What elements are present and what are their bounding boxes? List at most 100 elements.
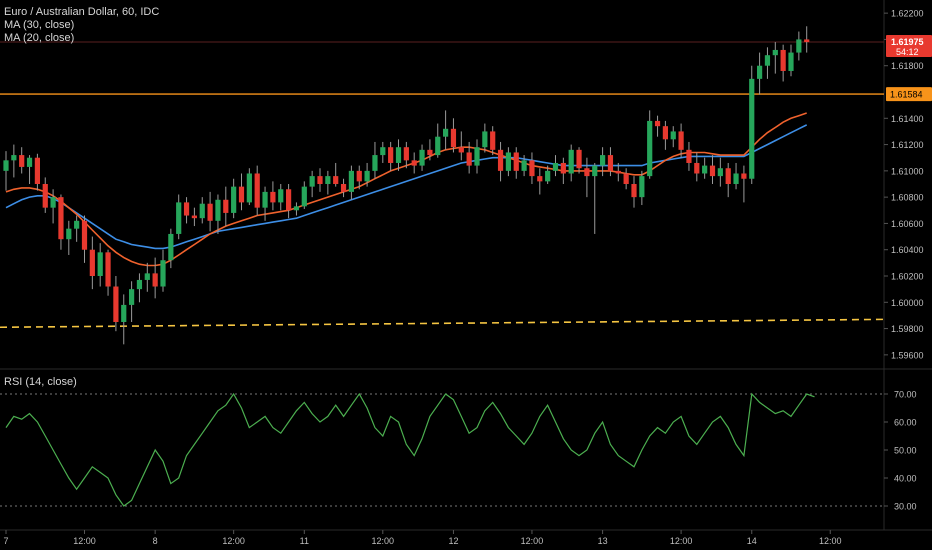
candle[interactable] bbox=[662, 120, 668, 150]
candle[interactable] bbox=[505, 147, 511, 177]
candle[interactable] bbox=[270, 181, 276, 211]
candle[interactable] bbox=[552, 155, 559, 177]
candle[interactable] bbox=[615, 162, 621, 182]
candle[interactable] bbox=[262, 186, 268, 221]
candle[interactable] bbox=[725, 162, 731, 198]
candle[interactable] bbox=[757, 52, 763, 95]
candle[interactable] bbox=[639, 170, 645, 206]
candle[interactable] bbox=[788, 44, 794, 77]
candle[interactable] bbox=[702, 157, 708, 179]
candle[interactable] bbox=[74, 215, 80, 242]
candle[interactable] bbox=[427, 139, 433, 161]
candle[interactable] bbox=[388, 141, 394, 171]
candle[interactable] bbox=[3, 151, 9, 191]
candle[interactable] bbox=[764, 47, 771, 79]
candle[interactable] bbox=[348, 165, 354, 200]
candle[interactable] bbox=[325, 170, 331, 195]
candle[interactable] bbox=[560, 157, 566, 184]
candle[interactable] bbox=[654, 115, 661, 137]
candle[interactable] bbox=[340, 178, 347, 198]
candle[interactable] bbox=[207, 191, 213, 232]
candle[interactable] bbox=[497, 141, 504, 182]
level-tag[interactable] bbox=[886, 87, 932, 102]
candle[interactable] bbox=[223, 186, 229, 227]
candle[interactable] bbox=[293, 202, 300, 216]
candle[interactable] bbox=[419, 144, 425, 171]
rsi-axis[interactable]: 70.00 60.00 50.00 40.00 30.00 bbox=[884, 390, 917, 512]
legend-rsi[interactable]: RSI (14, close) bbox=[4, 376, 77, 388]
candle[interactable] bbox=[513, 147, 519, 179]
candle[interactable] bbox=[129, 281, 135, 322]
candle[interactable] bbox=[215, 194, 221, 234]
candle[interactable] bbox=[97, 243, 103, 287]
candle[interactable] bbox=[136, 273, 143, 303]
candle[interactable] bbox=[278, 184, 284, 211]
candle[interactable] bbox=[58, 194, 64, 250]
time-axis[interactable]: 7 12:00 8 12:00 11 12:00 12 12:00 13 12:00 14 12:00 bbox=[3, 530, 842, 546]
support-trendline[interactable] bbox=[0, 318, 885, 329]
candle[interactable] bbox=[545, 165, 551, 184]
candle[interactable] bbox=[435, 123, 441, 158]
candle[interactable] bbox=[168, 228, 174, 269]
candle[interactable] bbox=[490, 126, 496, 156]
candle[interactable] bbox=[105, 249, 111, 296]
candle[interactable] bbox=[152, 257, 158, 299]
candle[interactable] bbox=[529, 152, 535, 184]
candle[interactable] bbox=[584, 157, 590, 198]
candle[interactable] bbox=[246, 168, 252, 206]
candle[interactable] bbox=[717, 157, 723, 187]
candle[interactable] bbox=[254, 165, 260, 216]
candle[interactable] bbox=[631, 176, 637, 208]
candle[interactable] bbox=[26, 155, 33, 184]
candle[interactable] bbox=[670, 126, 676, 148]
candle[interactable] bbox=[592, 162, 598, 234]
candle[interactable] bbox=[380, 141, 386, 163]
candle[interactable] bbox=[521, 155, 527, 177]
candle[interactable] bbox=[317, 168, 323, 192]
candle[interactable] bbox=[231, 178, 237, 219]
candle[interactable] bbox=[309, 170, 315, 198]
candle[interactable] bbox=[183, 197, 190, 224]
candle[interactable] bbox=[686, 141, 692, 171]
candle[interactable] bbox=[474, 139, 480, 174]
symbol-title[interactable]: Euro / Australian Dollar, 60, IDC bbox=[4, 6, 160, 18]
candle[interactable] bbox=[741, 165, 747, 203]
candle[interactable] bbox=[537, 168, 543, 195]
candle[interactable] bbox=[482, 123, 488, 153]
candle[interactable] bbox=[458, 131, 464, 161]
candle[interactable] bbox=[176, 194, 182, 240]
candle[interactable] bbox=[66, 220, 72, 255]
candle[interactable] bbox=[81, 215, 88, 263]
candle[interactable] bbox=[364, 162, 370, 187]
candle[interactable] bbox=[576, 147, 582, 174]
legend-ma20[interactable]: MA (20, close) bbox=[4, 32, 75, 44]
candle[interactable] bbox=[286, 184, 292, 219]
candle[interactable] bbox=[50, 189, 56, 224]
candle[interactable] bbox=[11, 144, 17, 178]
candle[interactable] bbox=[191, 207, 197, 227]
candle[interactable] bbox=[19, 147, 25, 174]
candle[interactable] bbox=[780, 44, 786, 82]
candle[interactable] bbox=[709, 155, 716, 184]
candle[interactable] bbox=[772, 42, 778, 74]
candle[interactable] bbox=[804, 26, 810, 53]
candle[interactable] bbox=[411, 152, 417, 174]
candle[interactable] bbox=[301, 181, 307, 209]
candle[interactable] bbox=[34, 153, 40, 191]
candle[interactable] bbox=[647, 110, 653, 179]
rsi-line[interactable] bbox=[5, 392, 815, 507]
candle[interactable] bbox=[199, 197, 205, 224]
candle[interactable] bbox=[694, 152, 700, 182]
candle[interactable] bbox=[678, 123, 684, 158]
candle[interactable] bbox=[796, 31, 802, 61]
candle[interactable] bbox=[372, 141, 378, 179]
candle[interactable] bbox=[403, 141, 409, 169]
candle[interactable] bbox=[607, 147, 614, 177]
candle[interactable] bbox=[356, 165, 362, 190]
candle[interactable] bbox=[443, 110, 449, 150]
last-price-tag[interactable] bbox=[886, 35, 932, 58]
candle[interactable] bbox=[395, 139, 402, 171]
rsi-plot[interactable] bbox=[0, 392, 884, 507]
candle[interactable] bbox=[568, 144, 574, 182]
candle[interactable] bbox=[160, 249, 166, 292]
